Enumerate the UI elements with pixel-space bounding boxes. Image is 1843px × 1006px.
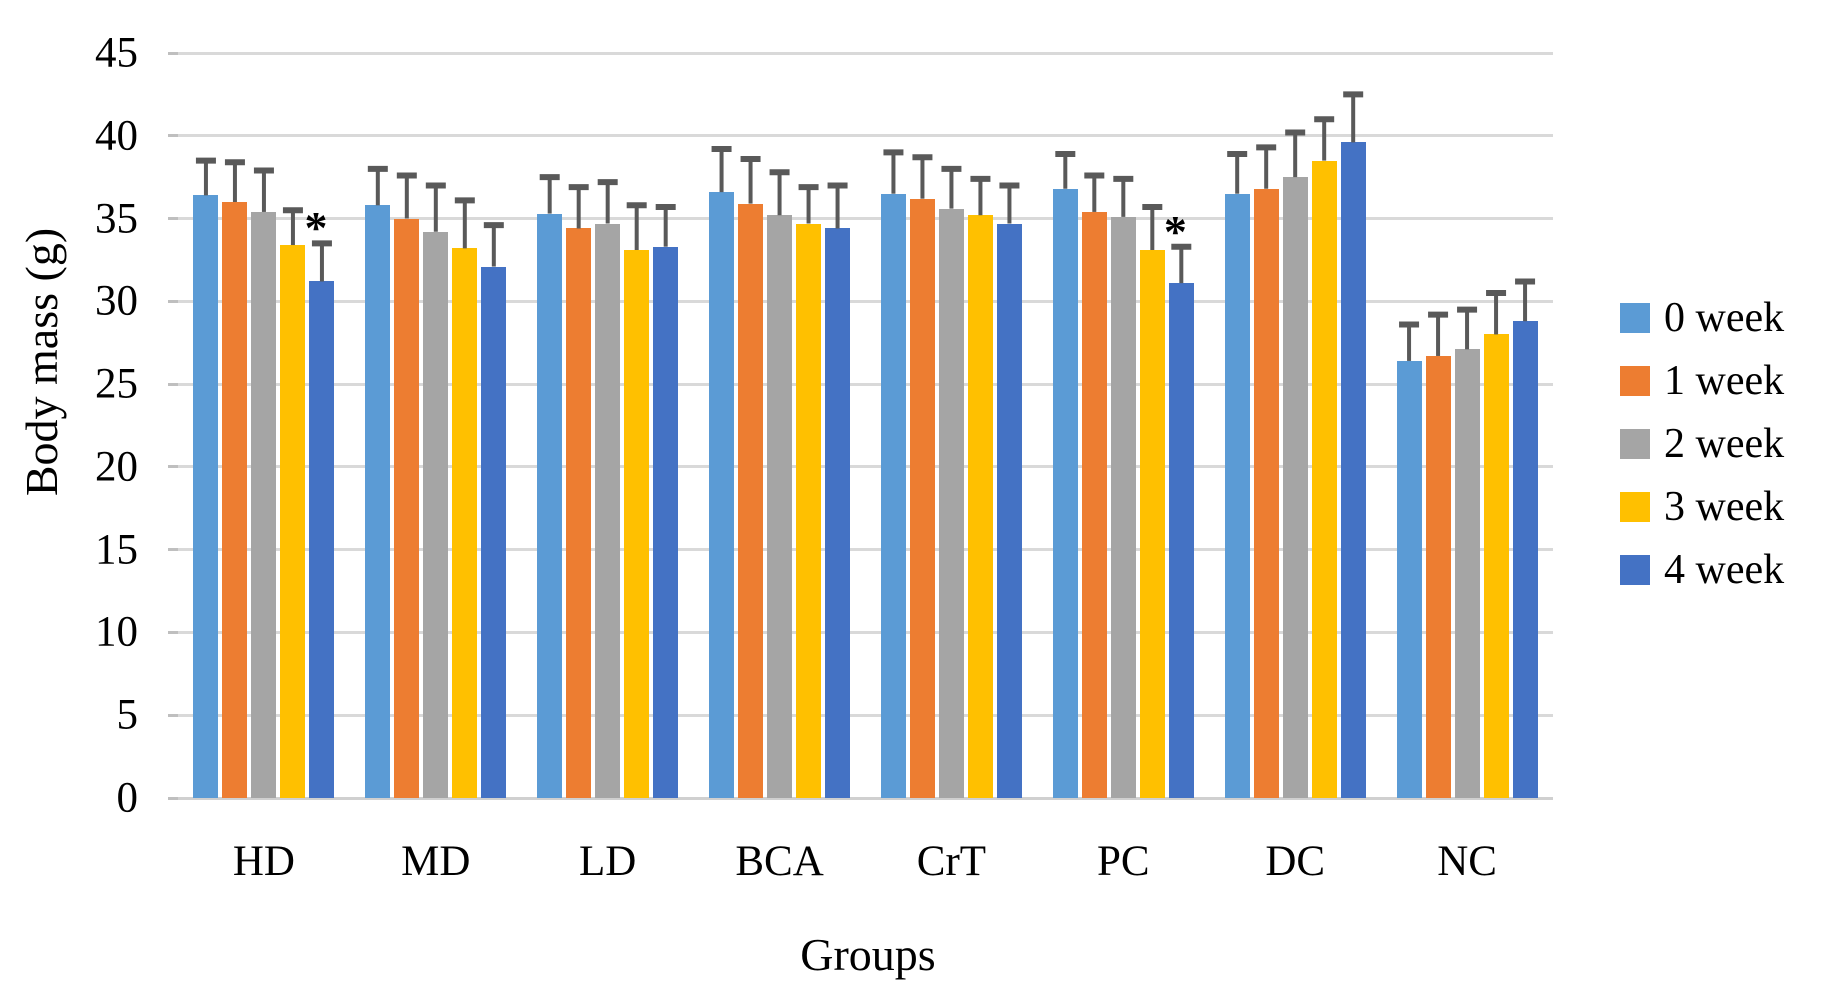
- bar-BCA-0-week: [709, 192, 735, 798]
- gridline-y-30: [178, 299, 1553, 303]
- significance-asterisk-PC: *: [1163, 205, 1187, 257]
- bar-BCA-1-week: [738, 203, 764, 798]
- gridline-y-25: [178, 382, 1553, 386]
- legend-label-4-week: 4 week: [1664, 546, 1785, 593]
- legend-item-3-week: 3 week: [1620, 475, 1784, 538]
- y-tick-label-15: 15: [95, 526, 138, 574]
- y-tick-label-30: 30: [95, 277, 138, 325]
- bar-MD-2-week: [423, 231, 449, 798]
- bar-HD-4-week: [309, 281, 335, 798]
- bar-CrT-3-week: [967, 215, 993, 798]
- legend-item-2-week: 2 week: [1620, 412, 1784, 475]
- bar-DC-0-week: [1224, 193, 1250, 798]
- bar-PC-0-week: [1052, 188, 1078, 798]
- x-category-label-NC: NC: [1437, 838, 1497, 885]
- bar-HD-1-week: [222, 202, 248, 798]
- legend-item-1-week: 1 week: [1620, 349, 1784, 412]
- y-tickmark-30: [168, 299, 178, 303]
- bar-DC-2-week: [1282, 177, 1308, 798]
- x-category-label-PC: PC: [1097, 838, 1150, 885]
- y-tickmark-10: [168, 630, 178, 634]
- legend-item-0-week: 0 week: [1620, 286, 1784, 349]
- y-tickmark-0: [168, 796, 178, 800]
- bar-LD-4-week: [653, 246, 679, 798]
- bar-MD-1-week: [394, 218, 420, 798]
- bar-BCA-3-week: [796, 223, 822, 798]
- bar-DC-4-week: [1340, 142, 1366, 798]
- y-tick-label-20: 20: [95, 443, 138, 491]
- gridline-y-45: [178, 51, 1553, 55]
- bar-DC-1-week: [1253, 188, 1279, 798]
- legend-swatch-3-week: [1620, 491, 1650, 522]
- bar-PC-3-week: [1139, 250, 1165, 798]
- y-tickmark-40: [168, 134, 178, 138]
- legend-swatch-0-week: [1620, 302, 1650, 333]
- gridline-y-35: [178, 217, 1553, 221]
- gridline-y-5: [178, 713, 1553, 717]
- bar-PC-1-week: [1081, 211, 1107, 798]
- legend: 0 week 1 week 2 week 3 week 4 week: [1620, 286, 1784, 601]
- y-tickmark-20: [168, 465, 178, 469]
- y-axis-title: Body mass (g): [16, 227, 67, 497]
- gridline-y-10: [178, 630, 1553, 634]
- x-category-label-DC: DC: [1265, 838, 1326, 885]
- y-tickmark-5: [168, 713, 178, 717]
- legend-label-3-week: 3 week: [1664, 483, 1785, 530]
- bar-CrT-4-week: [996, 223, 1022, 798]
- y-tick-label-10: 10: [95, 608, 138, 656]
- bar-NC-4-week: [1512, 321, 1538, 798]
- bar-CrT-1-week: [909, 198, 935, 798]
- y-tick-label-35: 35: [95, 195, 138, 243]
- y-tickmark-15: [168, 548, 178, 552]
- bar-HD-2-week: [251, 211, 277, 798]
- x-category-label-CrT: CrT: [916, 838, 987, 885]
- bar-PC-2-week: [1110, 216, 1136, 798]
- bar-HD-0-week: [193, 195, 219, 798]
- bar-MD-0-week: [365, 205, 391, 798]
- y-tickmark-25: [168, 382, 178, 386]
- legend-swatch-1-week: [1620, 365, 1650, 396]
- bar-NC-0-week: [1396, 360, 1422, 798]
- legend-swatch-4-week: [1620, 554, 1650, 585]
- bar-BCA-2-week: [767, 215, 793, 798]
- x-category-label-BCA: BCA: [735, 838, 824, 885]
- gridline-y-40: [178, 134, 1553, 138]
- legend-label-1-week: 1 week: [1664, 357, 1785, 404]
- legend-label-0-week: 0 week: [1664, 294, 1785, 341]
- x-category-label-HD: HD: [232, 838, 295, 885]
- bar-HD-3-week: [280, 245, 306, 798]
- bar-CrT-0-week: [880, 193, 906, 798]
- y-tick-label-25: 25: [95, 360, 138, 408]
- bar-PC-4-week: [1168, 283, 1194, 798]
- x-axis-title: Groups: [800, 929, 936, 980]
- gridline-y-0: [178, 796, 1553, 800]
- legend-swatch-2-week: [1620, 428, 1650, 459]
- bar-LD-0-week: [537, 213, 563, 798]
- y-tick-label-45: 45: [95, 29, 138, 77]
- y-tickmark-45: [168, 51, 178, 55]
- y-tick-label-40: 40: [95, 112, 138, 160]
- bar-NC-2-week: [1454, 349, 1480, 798]
- x-category-label-LD: LD: [579, 838, 637, 885]
- bar-DC-3-week: [1311, 160, 1337, 798]
- legend-item-4-week: 4 week: [1620, 538, 1784, 601]
- bar-LD-1-week: [566, 228, 592, 798]
- x-category-label-MD: MD: [401, 838, 471, 885]
- significance-asterisk-HD: *: [304, 202, 328, 254]
- bar-MD-3-week: [452, 248, 478, 798]
- bar-MD-4-week: [481, 266, 507, 798]
- y-tickmark-35: [168, 217, 178, 221]
- y-tick-label-5: 5: [116, 691, 139, 739]
- bar-LD-2-week: [595, 223, 621, 798]
- bar-CrT-2-week: [938, 208, 964, 798]
- gridline-y-20: [178, 465, 1553, 469]
- gridline-y-15: [178, 548, 1553, 552]
- bar-NC-3-week: [1483, 334, 1509, 798]
- bar-LD-3-week: [624, 250, 650, 798]
- bar-NC-1-week: [1425, 355, 1451, 798]
- legend-label-2-week: 2 week: [1664, 420, 1785, 467]
- y-tick-label-0: 0: [116, 774, 139, 822]
- bar-BCA-4-week: [825, 228, 851, 798]
